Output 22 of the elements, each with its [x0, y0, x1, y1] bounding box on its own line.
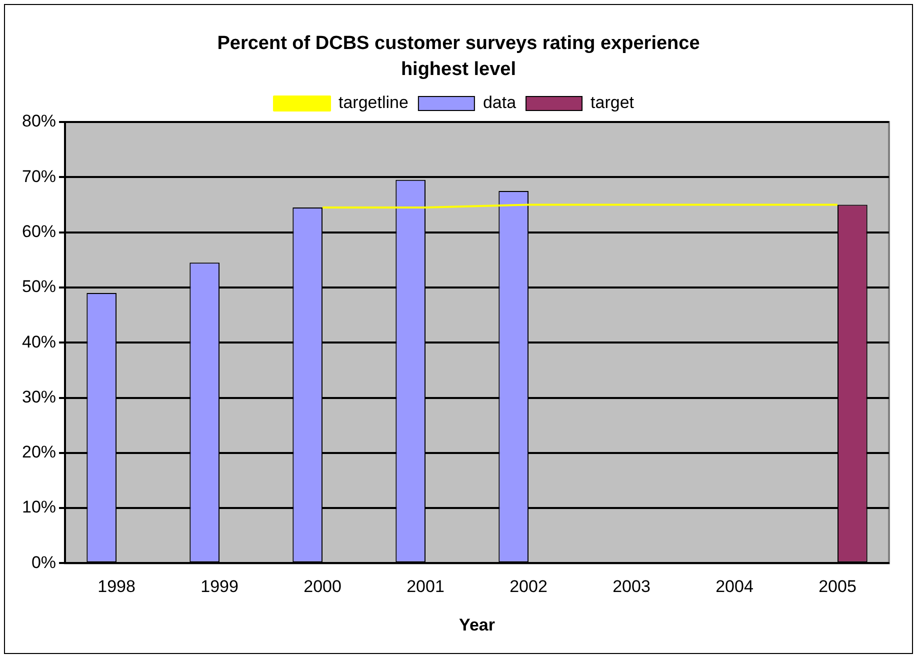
x-tick-label: 2000 [304, 577, 342, 596]
y-tick-label: 40% [22, 332, 56, 352]
x-tick-label: 2001 [406, 577, 444, 596]
y-tick-label: 60% [22, 222, 56, 241]
y-tick-label: 30% [22, 387, 56, 406]
y-tick-label: 10% [22, 498, 56, 517]
y-tick-label: 50% [22, 277, 56, 296]
legend-label: data [482, 93, 517, 112]
x-tick-label: 2004 [716, 577, 754, 596]
y-tick-label: 70% [22, 166, 56, 186]
chart-title: Percent of DCBS customer surveys rating experience highest level [216, 32, 701, 82]
x-tick-label: 2002 [510, 577, 548, 596]
x-tick-label: 2003 [612, 577, 650, 596]
legend-label: targetline [338, 93, 408, 112]
x-tick-label: 1999 [200, 577, 238, 596]
y-tick-label: 20% [22, 442, 56, 462]
x-tick-label: 2005 [818, 577, 856, 596]
x-axis-title: Year [459, 615, 496, 634]
x-tick-label: 1998 [98, 577, 136, 596]
y-tick-label: 0% [31, 552, 56, 572]
legend-label: target [590, 93, 634, 112]
y-tick-label: 80% [22, 112, 56, 131]
